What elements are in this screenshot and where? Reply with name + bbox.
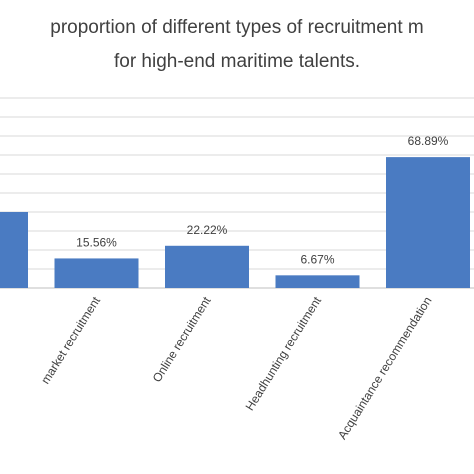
value-label: 15.56% <box>76 235 117 249</box>
bar <box>386 157 470 288</box>
value-label: 6.67% <box>300 252 334 266</box>
bar <box>165 245 249 288</box>
value-label: 68.89% <box>408 134 449 148</box>
bar <box>275 275 360 288</box>
bar <box>54 258 139 288</box>
value-label: 22.22% <box>187 223 228 237</box>
chart-title: proportion of different types of recruit… <box>50 17 424 38</box>
chart-title: for high-end maritime talents. <box>114 51 360 72</box>
bar <box>0 212 28 288</box>
